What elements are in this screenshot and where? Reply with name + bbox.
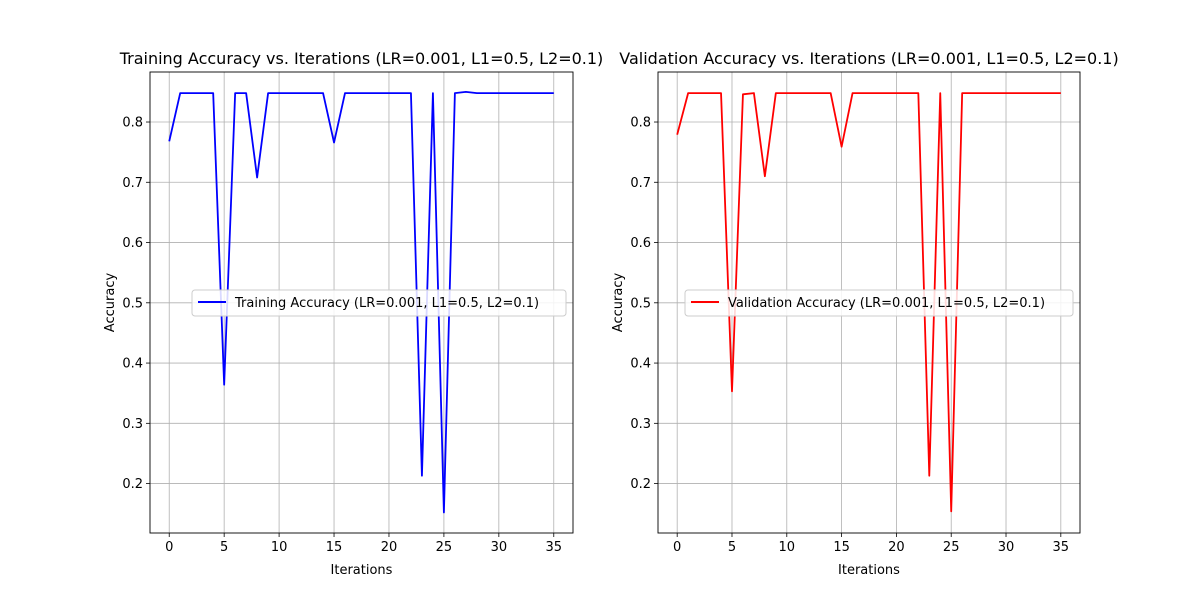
y-tick-label: 0.3 bbox=[122, 417, 143, 432]
x-tick-label: 20 bbox=[888, 540, 905, 555]
x-tick-label: 10 bbox=[779, 540, 796, 555]
x-tick-label: 25 bbox=[943, 540, 960, 555]
x-tick-label: 5 bbox=[220, 540, 228, 555]
training-accuracy-chart: 0 5 10 15 20 25 30 35 0.2 0.3 0.4 0.5 0.6 0.7 0.8 Trai… bbox=[103, 49, 603, 578]
series-line bbox=[676, 92, 1061, 513]
x-tick-label: 30 bbox=[998, 540, 1015, 555]
legend-label: Training Accuracy (LR=0.001, L1=0.5, L2=… bbox=[234, 296, 539, 311]
y-tick-label: 0.6 bbox=[630, 236, 651, 251]
y-tick-label: 0.6 bbox=[122, 236, 143, 251]
validation-accuracy-chart: 0 5 10 15 20 25 30 35 0.2 0.3 0.4 0.5 0.6 0.7 0.8 Vali… bbox=[611, 49, 1119, 578]
x-axis-label: Iterations bbox=[838, 563, 900, 578]
series-line bbox=[168, 90, 554, 514]
x-tick-label: 0 bbox=[673, 540, 681, 555]
y-tick-label: 0.2 bbox=[630, 477, 651, 492]
axis-ticks: 0 5 10 15 20 25 30 35 0.2 0.3 0.4 0.5 0.6 0.7 0.8 bbox=[122, 116, 562, 555]
y-tick-label: 0.4 bbox=[630, 357, 651, 372]
y-tick-label: 0.5 bbox=[122, 296, 143, 311]
y-tick-label: 0.4 bbox=[122, 357, 143, 372]
x-tick-label: 15 bbox=[326, 540, 343, 555]
legend-box bbox=[191, 289, 567, 317]
x-tick-label: 20 bbox=[381, 540, 398, 555]
y-tick-label: 0.2 bbox=[122, 477, 143, 492]
x-tick-label: 35 bbox=[545, 540, 562, 555]
x-tick-label: 0 bbox=[165, 540, 173, 555]
x-tick-label: 25 bbox=[436, 540, 453, 555]
axis-ticks: 0 5 10 15 20 25 30 35 0.2 0.3 0.4 0.5 0.6 0.7 0.8 bbox=[630, 116, 1069, 555]
series-lines bbox=[168, 90, 554, 514]
y-tick-label: 0.3 bbox=[630, 417, 651, 432]
x-tick-label: 10 bbox=[271, 540, 288, 555]
x-tick-label: 5 bbox=[728, 540, 736, 555]
y-tick-label: 0.5 bbox=[630, 296, 651, 311]
y-tick-label: 0.8 bbox=[630, 116, 651, 131]
y-tick-label: 0.7 bbox=[630, 176, 651, 191]
x-tick-label: 35 bbox=[1053, 540, 1070, 555]
y-axis-label: Accuracy bbox=[611, 273, 626, 333]
chart-title: Validation Accuracy vs. Iterations (LR=0… bbox=[619, 49, 1118, 68]
legend: Validation Accuracy (LR=0.001, L1=0.5, L… bbox=[684, 289, 1074, 317]
chart-title: Training Accuracy vs. Iterations (LR=0.0… bbox=[119, 49, 604, 68]
legend: Training Accuracy (LR=0.001, L1=0.5, L2=… bbox=[191, 289, 567, 317]
x-axis-label: Iterations bbox=[331, 563, 393, 578]
legend-box bbox=[684, 289, 1074, 317]
legend-label: Validation Accuracy (LR=0.001, L1=0.5, L… bbox=[728, 296, 1045, 311]
y-tick-label: 0.8 bbox=[122, 116, 143, 131]
x-tick-label: 30 bbox=[491, 540, 508, 555]
y-tick-label: 0.7 bbox=[122, 176, 143, 191]
series-lines bbox=[676, 92, 1061, 513]
y-axis-label: Accuracy bbox=[103, 273, 118, 333]
x-tick-label: 15 bbox=[833, 540, 850, 555]
